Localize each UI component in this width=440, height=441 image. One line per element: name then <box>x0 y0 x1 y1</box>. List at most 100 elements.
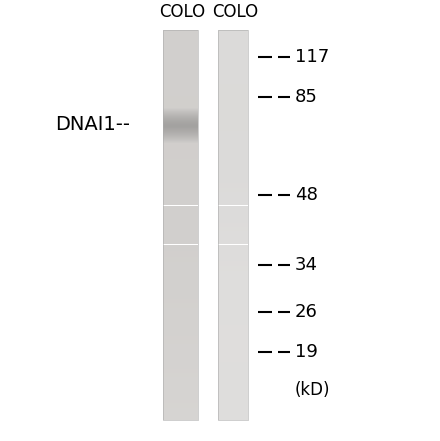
Bar <box>218 160 248 161</box>
Bar <box>218 314 248 315</box>
Bar <box>163 32 198 33</box>
Bar <box>163 366 198 367</box>
Bar <box>163 380 198 381</box>
Bar <box>163 78 198 79</box>
Bar <box>163 209 198 210</box>
Bar <box>218 325 248 326</box>
Bar <box>163 169 198 170</box>
Bar <box>218 375 248 376</box>
Bar <box>163 43 198 44</box>
Bar <box>163 361 198 362</box>
Bar <box>163 228 198 229</box>
Bar <box>218 228 248 229</box>
Bar <box>163 185 198 186</box>
Bar <box>163 195 198 196</box>
Bar <box>218 30 248 31</box>
Bar <box>218 93 248 94</box>
Bar <box>218 71 248 72</box>
Bar <box>218 114 248 115</box>
Bar <box>218 412 248 413</box>
Bar <box>218 417 248 418</box>
Bar <box>163 210 198 211</box>
Bar <box>218 270 248 271</box>
Bar <box>218 354 248 355</box>
Bar <box>163 164 198 165</box>
Bar <box>163 152 198 153</box>
Bar <box>163 30 198 420</box>
Bar <box>218 297 248 298</box>
Bar <box>218 77 248 78</box>
Bar <box>218 181 248 182</box>
Bar <box>163 256 198 257</box>
Bar <box>218 182 248 183</box>
Bar <box>218 408 248 409</box>
Bar <box>218 327 248 329</box>
Bar <box>218 184 248 185</box>
Bar <box>218 409 248 410</box>
Bar <box>218 259 248 260</box>
Bar <box>163 349 198 350</box>
Bar <box>163 296 198 297</box>
Bar <box>163 382 198 383</box>
Bar <box>163 133 198 135</box>
Bar <box>163 95 198 96</box>
Bar <box>163 183 198 184</box>
Bar <box>163 163 198 164</box>
Bar <box>218 215 248 216</box>
Bar <box>163 250 198 251</box>
Bar <box>218 331 248 332</box>
Bar <box>163 37 198 38</box>
Bar <box>218 372 248 373</box>
Bar <box>218 290 248 292</box>
Bar <box>163 105 198 106</box>
Bar <box>218 117 248 118</box>
Bar <box>163 333 198 334</box>
Bar <box>163 143 198 144</box>
Bar <box>163 342 198 343</box>
Bar <box>218 385 248 386</box>
Bar <box>218 118 248 119</box>
Bar <box>218 238 248 239</box>
Bar <box>163 181 198 182</box>
Bar <box>218 130 248 131</box>
Bar <box>218 378 248 379</box>
Bar <box>218 326 248 327</box>
Bar <box>163 408 198 409</box>
Bar <box>163 58 198 59</box>
Bar <box>163 122 198 123</box>
Bar <box>163 289 198 290</box>
Bar <box>218 110 248 111</box>
Bar <box>218 335 248 336</box>
Bar <box>218 392 248 394</box>
Bar <box>163 390 198 391</box>
Bar <box>218 180 248 181</box>
Bar <box>163 56 198 57</box>
Bar <box>218 373 248 374</box>
Bar <box>163 113 198 114</box>
Bar <box>218 225 248 226</box>
Bar <box>163 96 198 97</box>
Bar <box>218 313 248 314</box>
Bar <box>218 212 248 213</box>
Bar <box>163 310 198 311</box>
Text: 85: 85 <box>295 88 318 106</box>
Bar <box>218 366 248 367</box>
Bar <box>218 353 248 354</box>
Bar <box>163 57 198 58</box>
Bar <box>218 302 248 303</box>
Bar <box>163 190 198 191</box>
Bar <box>163 60 198 61</box>
Bar <box>218 263 248 264</box>
Bar <box>163 75 198 76</box>
Bar <box>163 101 198 102</box>
Bar <box>218 157 248 158</box>
Bar <box>218 222 248 223</box>
Bar <box>218 80 248 81</box>
Bar <box>218 411 248 412</box>
Bar <box>218 43 248 44</box>
Bar <box>163 312 198 313</box>
Bar <box>218 239 248 241</box>
Bar <box>218 294 248 295</box>
Bar <box>163 306 198 307</box>
Bar <box>163 405 198 406</box>
